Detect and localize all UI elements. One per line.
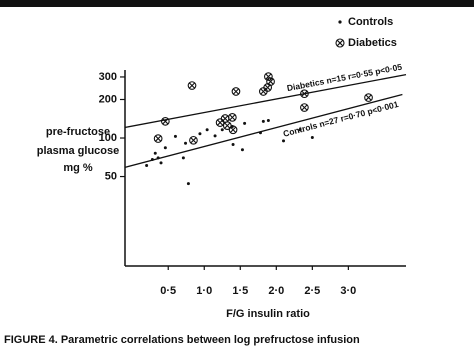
control-point [240,148,244,152]
control-point [198,132,202,136]
control-point [266,119,270,123]
control-point [298,128,302,132]
regression-line [124,93,403,168]
x-tick-label: 0·5 [160,285,176,297]
diabetic-point [264,72,273,81]
y-axis-label: plasma glucose [37,145,120,157]
diabetic-point [228,113,237,122]
x-tick-label: 1·0 [196,285,212,297]
control-point [181,156,185,160]
control-point [184,141,188,145]
header-band [0,0,474,7]
legend-label: Diabetics [348,37,397,49]
control-point [282,139,286,143]
control-point [145,163,149,167]
diabetic-point [222,121,232,130]
control-point [186,182,190,186]
x-axis-label: F/G insulin ratio [226,308,310,320]
control-point [163,146,167,150]
control-point [205,128,209,132]
control-point [231,142,235,146]
x-tick-label: 3·0 [340,285,356,297]
diabetic-point [300,103,309,112]
y-axis-label: mg % [63,162,93,174]
control-point [220,128,224,132]
y-tick-label: 200 [99,93,117,105]
legend-marker [338,20,342,24]
control-point [153,151,157,155]
caption: FIGURE 4. Parametric correlations betwee… [4,334,360,346]
y-tick-label: 300 [99,71,117,83]
x-tick-label: 2·5 [304,285,320,297]
control-point [243,121,247,125]
legend-marker [335,38,345,48]
control-point [173,134,177,138]
diabetic-point [231,87,241,96]
diabetic-point [215,118,225,127]
x-tick-label: 1·5 [232,285,248,297]
control-point [159,161,163,165]
regression-line [124,73,407,129]
diabetic-point [266,77,275,86]
y-axis-label: pre-fructose [46,126,110,138]
diabetic-point [220,114,230,123]
y-tick-label: 50 [105,170,117,182]
diabetic-point [228,125,238,135]
control-point [310,135,314,139]
diabetic-point [153,134,163,143]
fit-annotation: Controls n=27 r=0·70 p<0·001 [282,99,400,139]
fit-annotation: Diabetics n=15 r=0·55 p<0·05 [286,62,403,93]
x-tick-label: 2·0 [268,285,284,297]
legend-label: Controls [348,16,393,28]
diabetic-point [364,93,373,102]
control-point [213,134,217,138]
diabetic-point [189,135,198,145]
control-point [261,119,265,123]
legend-marker [336,39,344,47]
y-tick-label: 100 [99,132,117,144]
diabetic-point [187,81,197,90]
